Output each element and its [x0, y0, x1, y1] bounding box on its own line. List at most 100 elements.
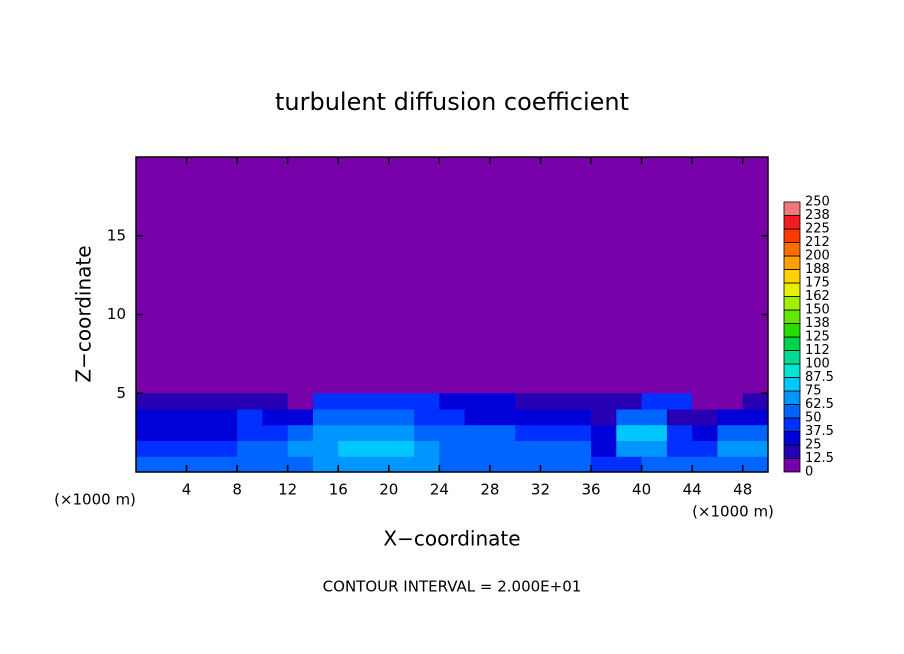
- colorbar-label: 138: [805, 316, 830, 331]
- colorbar-label: 62.5: [805, 397, 834, 412]
- colorbar-label: 188: [805, 262, 830, 277]
- field-cell: [237, 424, 263, 441]
- field-cell: [237, 440, 263, 457]
- field-cell: [666, 393, 693, 410]
- y-tick-label: 15: [107, 226, 126, 244]
- field-cell: [692, 424, 718, 441]
- field-cell: [237, 456, 263, 473]
- colorbar-box: [783, 296, 801, 311]
- field-cell: [666, 456, 693, 473]
- field-cell: [742, 456, 769, 473]
- field-cell: [717, 424, 744, 441]
- field-cell: [717, 393, 744, 410]
- x-tick-label: 4: [182, 481, 192, 499]
- field-cell: [439, 393, 466, 410]
- field-cell: [616, 456, 643, 473]
- field-cell: [540, 440, 567, 457]
- x-tick-label: 16: [329, 481, 348, 499]
- colorbar-box: [783, 228, 801, 243]
- field-cell: [439, 440, 466, 457]
- field-cell: [161, 440, 188, 457]
- field-cell: [692, 393, 718, 410]
- field-cell: [211, 409, 238, 426]
- field-cell: [515, 393, 541, 410]
- colorbar-label: 75: [805, 384, 822, 399]
- field-cell: [287, 393, 314, 410]
- field-cell: [439, 424, 466, 441]
- colorbar-label: 175: [805, 276, 830, 291]
- colorbar-box: [783, 215, 801, 230]
- field-cell: [439, 409, 466, 426]
- field-cell: [641, 424, 668, 441]
- field-cell: [312, 456, 339, 473]
- y-tick-label: 5: [116, 384, 126, 402]
- field-cell: [489, 456, 516, 473]
- field-cell: [489, 440, 516, 457]
- x-tick-label: 48: [733, 481, 752, 499]
- field-cell: [616, 424, 643, 441]
- x-tick-label: 32: [531, 481, 550, 499]
- field-cell: [161, 456, 188, 473]
- field-cell: [414, 440, 440, 457]
- x-tick-label: 36: [581, 481, 600, 499]
- field-cell: [338, 409, 365, 426]
- colorbar-label: 212: [805, 235, 830, 250]
- field-cell: [565, 393, 592, 410]
- field-cell: [515, 409, 541, 426]
- x-tick-label: 24: [430, 481, 449, 499]
- colorbar-label: 200: [805, 249, 830, 264]
- field-cell: [565, 409, 592, 426]
- field-cell: [666, 440, 693, 457]
- x-axis-label: X−coordinate: [383, 527, 520, 551]
- field-cell: [287, 409, 314, 426]
- field-cell: [464, 409, 491, 426]
- field-cell: [338, 456, 365, 473]
- field-cell: [237, 393, 263, 410]
- colorbar-box: [783, 201, 801, 216]
- field-cell: [211, 424, 238, 441]
- field-cell: [186, 409, 213, 426]
- y-axis-label: Z−coordinate: [72, 245, 96, 382]
- field-cell: [742, 393, 769, 410]
- field-cell: [565, 456, 592, 473]
- colorbar-box: [783, 336, 801, 351]
- x-tick-label: 44: [683, 481, 702, 499]
- colorbar-box: [783, 417, 801, 432]
- field-cell: [464, 456, 491, 473]
- field-cell: [186, 440, 213, 457]
- field-cell: [312, 393, 339, 410]
- field-cell: [363, 456, 390, 473]
- field-cell: [616, 440, 643, 457]
- field-cell: [363, 409, 390, 426]
- colorbar-label: 0: [805, 465, 813, 480]
- field-cell: [312, 409, 339, 426]
- field-cell: [161, 424, 188, 441]
- field-cell: [363, 424, 390, 441]
- field-cell: [414, 456, 440, 473]
- field-cell: [312, 424, 339, 441]
- field-cell: [515, 456, 541, 473]
- colorbar-box: [783, 255, 801, 270]
- field-cell: [515, 440, 541, 457]
- colorbar-label: 250: [805, 195, 830, 210]
- field-cell: [338, 440, 365, 457]
- colorbar-box: [783, 309, 801, 324]
- field-cell: [338, 424, 365, 441]
- field-cell: [136, 409, 162, 426]
- field-cell: [414, 409, 440, 426]
- field-cell: [540, 424, 567, 441]
- x-tick-label: 8: [232, 481, 242, 499]
- field-cell: [287, 456, 314, 473]
- field-cell: [211, 440, 238, 457]
- colorbar-label: 100: [805, 357, 830, 372]
- field-cell: [161, 409, 188, 426]
- colorbar-label: 87.5: [805, 370, 834, 385]
- field-cell: [489, 424, 516, 441]
- colorbar-box: [783, 404, 801, 419]
- field-cell: [262, 456, 289, 473]
- colorbar-label: 12.5: [805, 451, 834, 466]
- x-unit: (×1000 m): [692, 503, 774, 521]
- field-cell: [540, 456, 567, 473]
- field-cell: [742, 409, 769, 426]
